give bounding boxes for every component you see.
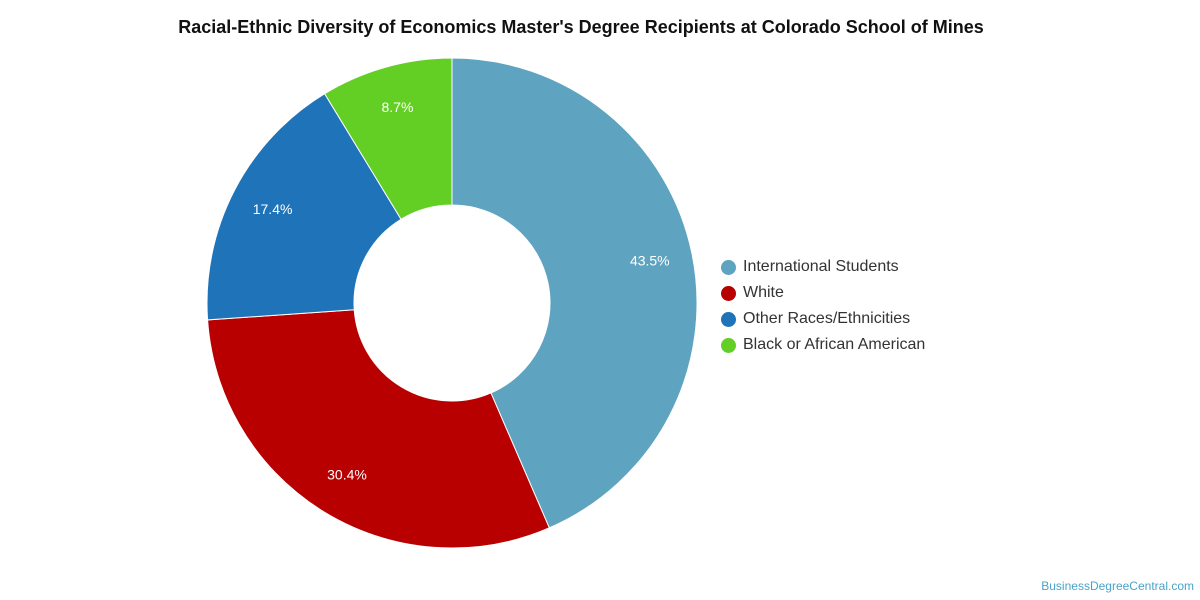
slice-data-label: 8.7% <box>382 99 414 115</box>
legend-swatch <box>721 285 736 301</box>
legend-label: International Students <box>743 258 899 275</box>
site-credit[interactable]: BusinessDegreeCentral.com <box>1041 579 1194 593</box>
slice-other-races-ethnicities[interactable] <box>206 93 402 321</box>
chart-title: Racial-Ethnic Diversity of Economics Mas… <box>178 17 984 37</box>
slice-data-label: 43.5% <box>630 253 670 269</box>
legend-label: Black or African American <box>743 336 926 353</box>
legend-item-international-students[interactable]: International Students <box>721 254 925 280</box>
slice-data-label: 17.4% <box>253 201 293 217</box>
slice-white[interactable] <box>207 309 550 549</box>
legend-swatch <box>721 337 736 353</box>
legend-label: Other Races/Ethnicities <box>743 310 911 327</box>
slice-international-students[interactable] <box>451 57 698 529</box>
legend: International Students White Other Races… <box>721 254 925 358</box>
slice-data-label: 30.4% <box>327 466 367 482</box>
legend-swatch <box>721 259 736 275</box>
legend-item-other-races[interactable]: Other Races/Ethnicities <box>721 306 925 332</box>
legend-label: White <box>743 284 784 301</box>
slice-black-or-african-american[interactable] <box>323 57 453 220</box>
legend-swatch <box>721 311 736 327</box>
legend-item-white[interactable]: White <box>721 280 925 306</box>
legend-item-black-african-american[interactable]: Black or African American <box>721 332 925 358</box>
